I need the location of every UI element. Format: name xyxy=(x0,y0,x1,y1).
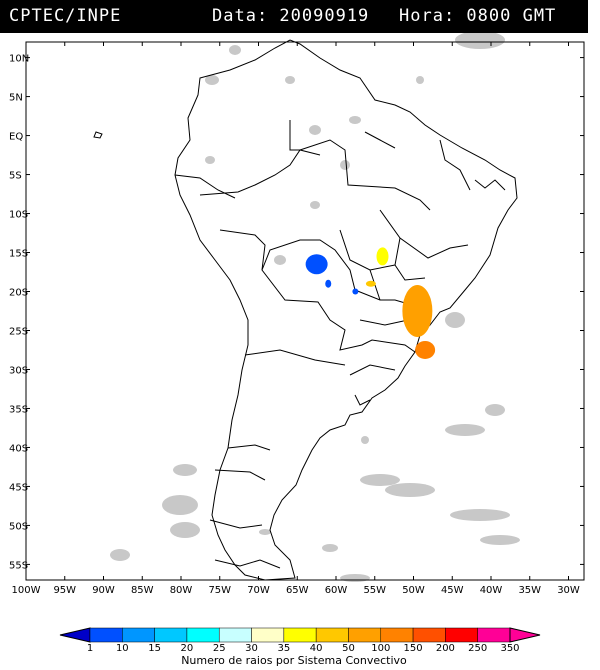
colorbar-label: 200 xyxy=(436,643,455,652)
storm-systems xyxy=(305,247,436,359)
lat-label: 20S xyxy=(9,288,28,299)
map-frame xyxy=(25,41,585,581)
lon-label: 55W xyxy=(363,585,386,596)
lon-label: 70W xyxy=(247,585,270,596)
date-label: Data: 20090919 xyxy=(212,6,370,26)
storm-system xyxy=(305,254,328,275)
lon-label: 80W xyxy=(170,585,193,596)
color-legend: 1 10 15 20 25 30 35 40 50 100 150 200 250 350 xyxy=(59,627,541,652)
longitude-axis: 100W 95W 90W 85W 80W 75W 70W 65W 60W 55W 50W 45W 40W… xyxy=(12,42,580,596)
lat-label: 30S xyxy=(9,365,28,376)
colorbar-high-arrow xyxy=(509,627,541,643)
colorbar-label: 250 xyxy=(468,643,487,652)
lon-label: 90W xyxy=(92,585,115,596)
cloud-cover xyxy=(110,33,520,582)
colorbar-label: 40 xyxy=(310,643,323,652)
colorbar-cell xyxy=(89,627,123,643)
colorbar-label: 150 xyxy=(404,643,423,652)
lat-label: EQ xyxy=(9,132,23,143)
lon-label: 50W xyxy=(402,585,425,596)
colorbar-cell xyxy=(251,627,285,643)
colorbar-label: 350 xyxy=(500,643,519,652)
colorbar-cell xyxy=(412,627,446,643)
lon-label: 75W xyxy=(208,585,231,596)
colorbar-label: 15 xyxy=(148,643,161,652)
lat-label: 10N xyxy=(9,54,29,65)
lon-label: 85W xyxy=(131,585,154,596)
coastlines xyxy=(93,39,518,581)
lat-label: 10S xyxy=(9,210,28,221)
lon-label: 95W xyxy=(53,585,76,596)
colorbar-cell xyxy=(380,627,414,643)
colorbar-cell xyxy=(283,627,317,643)
legend-title: Numero de raios por Sistema Convectivo xyxy=(181,654,407,667)
colorbar-label: 20 xyxy=(181,643,194,652)
lon-label: 35W xyxy=(518,585,541,596)
colorbar-cell xyxy=(477,627,511,643)
colorbar-label: 100 xyxy=(371,643,390,652)
storm-system xyxy=(325,279,332,288)
lat-label: 50S xyxy=(9,521,28,532)
colorbar-cell xyxy=(445,627,478,643)
colorbar-cell xyxy=(348,627,382,643)
colorbar-cell xyxy=(122,627,155,643)
lat-label: 55S xyxy=(9,560,28,571)
lon-label: 100W xyxy=(12,585,41,596)
colorbar-label: 25 xyxy=(213,643,226,652)
lightning-map: 10N5NEQ5S10S15S20S25S30S35S40S45S50S55S … xyxy=(9,33,585,596)
lon-label: 30W xyxy=(557,585,580,596)
lon-label: 60W xyxy=(325,585,348,596)
source-label: CPTEC/INPE xyxy=(9,6,122,26)
hour-label: Hora: 0800 GMT xyxy=(399,6,557,26)
lat-label: 5N xyxy=(9,93,23,104)
colorbar-cell xyxy=(315,627,349,643)
storm-system xyxy=(376,247,389,266)
storm-system xyxy=(365,280,376,287)
lat-label: 25S xyxy=(9,326,28,337)
colorbar-cell xyxy=(218,627,252,643)
lat-label: 5S xyxy=(9,171,22,182)
title-bar: CPTEC/INPE Data: 20090919 Hora: 0800 GMT xyxy=(0,0,588,33)
colorbar-label: 1 xyxy=(87,643,93,652)
storm-system xyxy=(352,288,359,295)
storm-system xyxy=(402,285,433,337)
latitude-axis: 10N 5N EQ 5S 10S 15S 20S 25S 30S 35S 40S 45S 50S 55S xyxy=(9,54,584,571)
lat-label: 35S xyxy=(9,404,28,415)
colorbar-cell xyxy=(154,627,188,643)
storm-system xyxy=(415,340,436,359)
lon-label: 40W xyxy=(480,585,503,596)
lat-label: 45S xyxy=(9,482,28,493)
colorbar-label: 30 xyxy=(245,643,258,652)
colorbar-low-arrow xyxy=(59,627,91,643)
colorbar-label: 50 xyxy=(342,643,355,652)
lat-label: 15S xyxy=(9,249,28,260)
lon-label: 45W xyxy=(441,585,464,596)
lat-label: 40S xyxy=(9,443,28,454)
colorbar-cell xyxy=(186,627,220,643)
lon-label: 65W xyxy=(286,585,309,596)
colorbar-label: 35 xyxy=(277,643,290,652)
colorbar-label: 10 xyxy=(116,643,129,652)
